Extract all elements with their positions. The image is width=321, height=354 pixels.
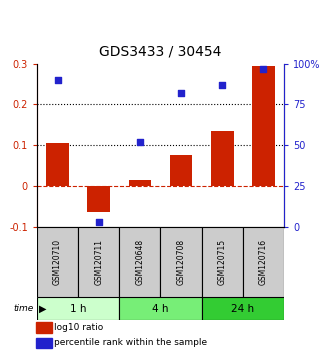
Text: percentile rank within the sample: percentile rank within the sample bbox=[54, 338, 207, 347]
Text: GSM120715: GSM120715 bbox=[218, 239, 227, 285]
Text: time: time bbox=[13, 304, 34, 313]
Bar bbox=[160, 227, 202, 297]
Bar bbox=[202, 297, 284, 320]
Point bbox=[55, 77, 60, 83]
Bar bbox=[119, 297, 202, 320]
Text: log10 ratio: log10 ratio bbox=[54, 324, 103, 332]
Bar bbox=[211, 131, 234, 186]
Point bbox=[261, 66, 266, 72]
Text: GSM120708: GSM120708 bbox=[177, 239, 186, 285]
Text: GDS3433 / 30454: GDS3433 / 30454 bbox=[99, 44, 222, 58]
Point bbox=[220, 82, 225, 88]
Point bbox=[178, 90, 184, 96]
Point bbox=[137, 139, 143, 145]
Bar bbox=[36, 322, 52, 333]
Text: GSM120716: GSM120716 bbox=[259, 239, 268, 285]
Bar bbox=[87, 186, 110, 212]
Bar bbox=[78, 227, 119, 297]
Bar bbox=[37, 227, 78, 297]
Text: GSM120648: GSM120648 bbox=[135, 239, 144, 285]
Text: GSM120710: GSM120710 bbox=[53, 239, 62, 285]
Bar bbox=[46, 143, 69, 186]
Text: 1 h: 1 h bbox=[70, 304, 86, 314]
Bar bbox=[170, 155, 192, 186]
Text: ▶: ▶ bbox=[39, 304, 46, 314]
Bar bbox=[36, 337, 52, 348]
Text: GSM120711: GSM120711 bbox=[94, 239, 103, 285]
Text: 4 h: 4 h bbox=[152, 304, 169, 314]
Bar bbox=[202, 227, 243, 297]
Bar bbox=[119, 227, 160, 297]
Point bbox=[96, 219, 101, 224]
Bar bbox=[243, 227, 284, 297]
Text: 24 h: 24 h bbox=[231, 304, 255, 314]
Bar bbox=[37, 297, 119, 320]
Bar bbox=[252, 66, 275, 186]
Bar bbox=[129, 180, 151, 186]
